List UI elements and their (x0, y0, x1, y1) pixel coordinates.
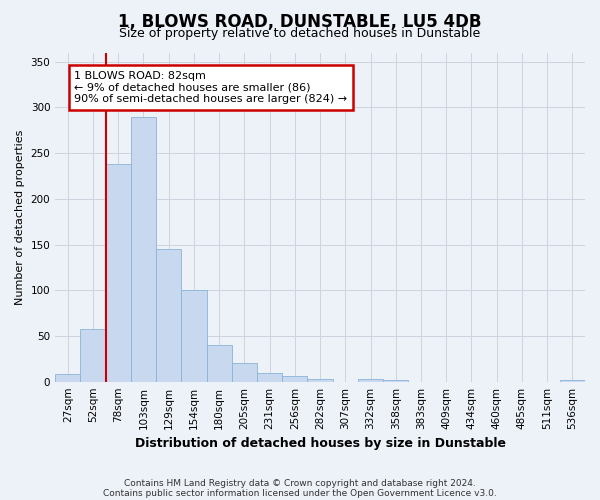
Bar (181, 290, 206, 382)
Bar (206, 345, 232, 382)
Bar (106, 164, 131, 382)
Text: 1, BLOWS ROAD, DUNSTABLE, LU5 4DB: 1, BLOWS ROAD, DUNSTABLE, LU5 4DB (118, 12, 482, 30)
Bar (282, 376, 307, 382)
Bar (307, 379, 332, 382)
Bar (257, 372, 282, 382)
Text: Contains HM Land Registry data © Crown copyright and database right 2024.: Contains HM Land Registry data © Crown c… (124, 478, 476, 488)
Bar (131, 116, 156, 382)
Bar (55, 374, 80, 382)
Text: 1 BLOWS ROAD: 82sqm
← 9% of detached houses are smaller (86)
90% of semi-detache: 1 BLOWS ROAD: 82sqm ← 9% of detached hou… (74, 71, 347, 104)
Bar (80, 328, 106, 382)
Text: Contains public sector information licensed under the Open Government Licence v3: Contains public sector information licen… (103, 488, 497, 498)
Bar (383, 380, 409, 382)
Bar (156, 249, 181, 382)
Bar (560, 380, 585, 382)
Y-axis label: Number of detached properties: Number of detached properties (15, 130, 25, 305)
Bar (232, 364, 257, 382)
Bar (358, 379, 383, 382)
X-axis label: Distribution of detached houses by size in Dunstable: Distribution of detached houses by size … (134, 437, 506, 450)
Text: Size of property relative to detached houses in Dunstable: Size of property relative to detached ho… (119, 28, 481, 40)
